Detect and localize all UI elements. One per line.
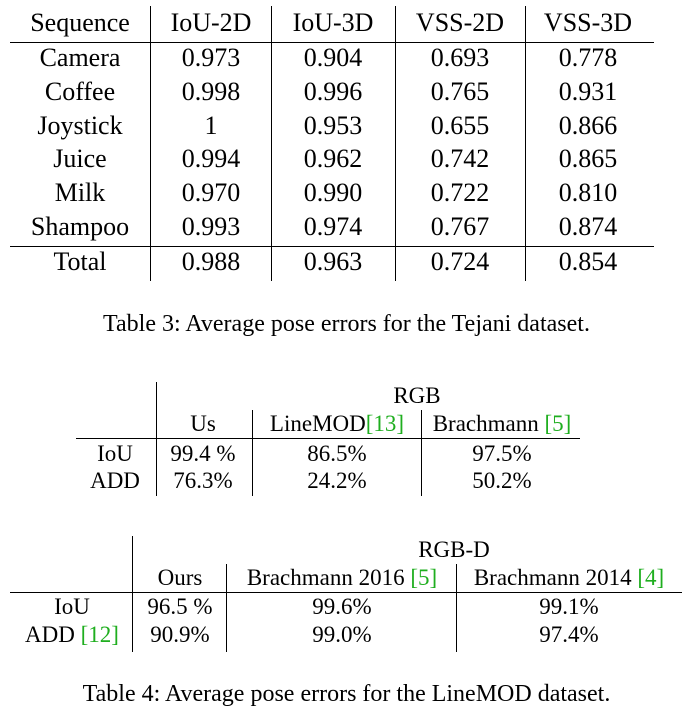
table-cell: 0.953 xyxy=(303,111,363,140)
citation-link[interactable]: [5] xyxy=(410,565,438,590)
table-cell: 0.998 xyxy=(181,77,241,106)
row-label: IoU xyxy=(97,441,133,466)
header-vss-2d: VSS-2D xyxy=(415,8,505,37)
table-cell: 0.963 xyxy=(303,247,363,276)
table-cell: 96.5 % xyxy=(147,594,213,619)
total-rule xyxy=(10,246,654,247)
column-rule xyxy=(150,6,151,281)
row-label: Camera xyxy=(39,43,121,72)
table-cell: 0.904 xyxy=(303,43,363,72)
column-rule xyxy=(421,410,422,496)
table-cell: 0.993 xyxy=(181,212,241,241)
table-cell: 0.722 xyxy=(430,178,490,207)
table-cell: 0.994 xyxy=(181,144,241,173)
citation-link[interactable]: [4] xyxy=(637,565,665,590)
row-label: Total xyxy=(53,247,107,276)
column-rule xyxy=(252,410,253,496)
table-4-caption: Table 4: Average pose errors for the Lin… xyxy=(82,681,611,707)
header-rule xyxy=(10,592,682,593)
column-rule xyxy=(271,6,272,281)
row-label: Coffee xyxy=(44,77,116,106)
row-label: Joystick xyxy=(37,111,123,140)
group-header-rgb: RGB xyxy=(393,383,441,408)
table-cell: 0.996 xyxy=(303,77,363,106)
header-ours: Ours xyxy=(157,565,203,590)
citation-link[interactable]: [13] xyxy=(365,411,405,436)
column-rule xyxy=(456,564,457,652)
table-cell: 0.973 xyxy=(181,43,241,72)
row-label: Juice xyxy=(53,144,107,173)
table-cell: 0.742 xyxy=(430,144,490,173)
header-rule xyxy=(76,438,580,439)
table-cell: 0.810 xyxy=(558,178,618,207)
table-3-caption: Table 3: Average pose errors for the Tej… xyxy=(103,311,590,337)
header-brachmann: Brachmann [5] xyxy=(432,411,572,436)
table-cell: 0.874 xyxy=(558,212,618,241)
row-label: Shampoo xyxy=(30,212,130,241)
table-cell: 97.5% xyxy=(472,441,532,466)
table-cell: 0.778 xyxy=(558,43,618,72)
row-label: ADD xyxy=(90,468,140,493)
column-rule xyxy=(395,6,396,281)
table-cell: 90.9% xyxy=(150,622,210,647)
table-cell: 86.5% xyxy=(307,441,367,466)
row-label: Milk xyxy=(54,178,106,207)
column-rule xyxy=(132,536,133,652)
table-cell: 97.4% xyxy=(539,622,599,647)
table-cell: 0.931 xyxy=(558,77,618,106)
group-header-rgbd: RGB-D xyxy=(418,537,490,562)
table-cell: 0.655 xyxy=(430,111,490,140)
table-cell: 0.962 xyxy=(303,144,363,173)
column-rule xyxy=(226,564,227,652)
header-linemod: LineMOD[13] xyxy=(269,411,405,436)
column-rule xyxy=(156,382,157,496)
table-cell: 99.1% xyxy=(539,594,599,619)
table-cell: 0.970 xyxy=(181,178,241,207)
table-cell: 99.6% xyxy=(312,594,372,619)
row-label: ADD [12] xyxy=(25,622,119,647)
row-label: IoU xyxy=(54,594,90,619)
table-cell: 0.866 xyxy=(558,111,618,140)
citation-link[interactable]: [12] xyxy=(80,622,119,647)
header-vss-3d: VSS-3D xyxy=(543,8,633,37)
header-brachmann-2016: Brachmann 2016 [5] xyxy=(246,565,438,590)
header-rule xyxy=(10,42,654,43)
header-iou-2d: IoU-2D xyxy=(170,8,252,37)
table-cell: 76.3% xyxy=(173,468,233,493)
table-cell: 0.974 xyxy=(303,212,363,241)
table-cell: 0.990 xyxy=(303,178,363,207)
table-cell: 0.854 xyxy=(558,247,618,276)
table-cell: 99.4 % xyxy=(170,441,236,466)
header-iou-3d: IoU-3D xyxy=(292,8,374,37)
table-cell: 24.2% xyxy=(307,468,367,493)
header-us: Us xyxy=(190,411,216,436)
table-cell: 50.2% xyxy=(472,468,532,493)
table-cell: 0.865 xyxy=(558,144,618,173)
header-brachmann-2014: Brachmann 2014 [4] xyxy=(473,565,665,590)
table-cell: 0.693 xyxy=(430,43,490,72)
table-cell: 0.765 xyxy=(430,77,490,106)
citation-link[interactable]: [5] xyxy=(544,411,572,436)
table-cell: 1 xyxy=(204,111,218,140)
column-rule xyxy=(525,6,526,281)
table-cell: 99.0% xyxy=(312,622,372,647)
header-sequence: Sequence xyxy=(30,8,130,37)
table-cell: 0.767 xyxy=(430,212,490,241)
table-cell: 0.988 xyxy=(181,247,241,276)
table-cell: 0.724 xyxy=(430,247,490,276)
